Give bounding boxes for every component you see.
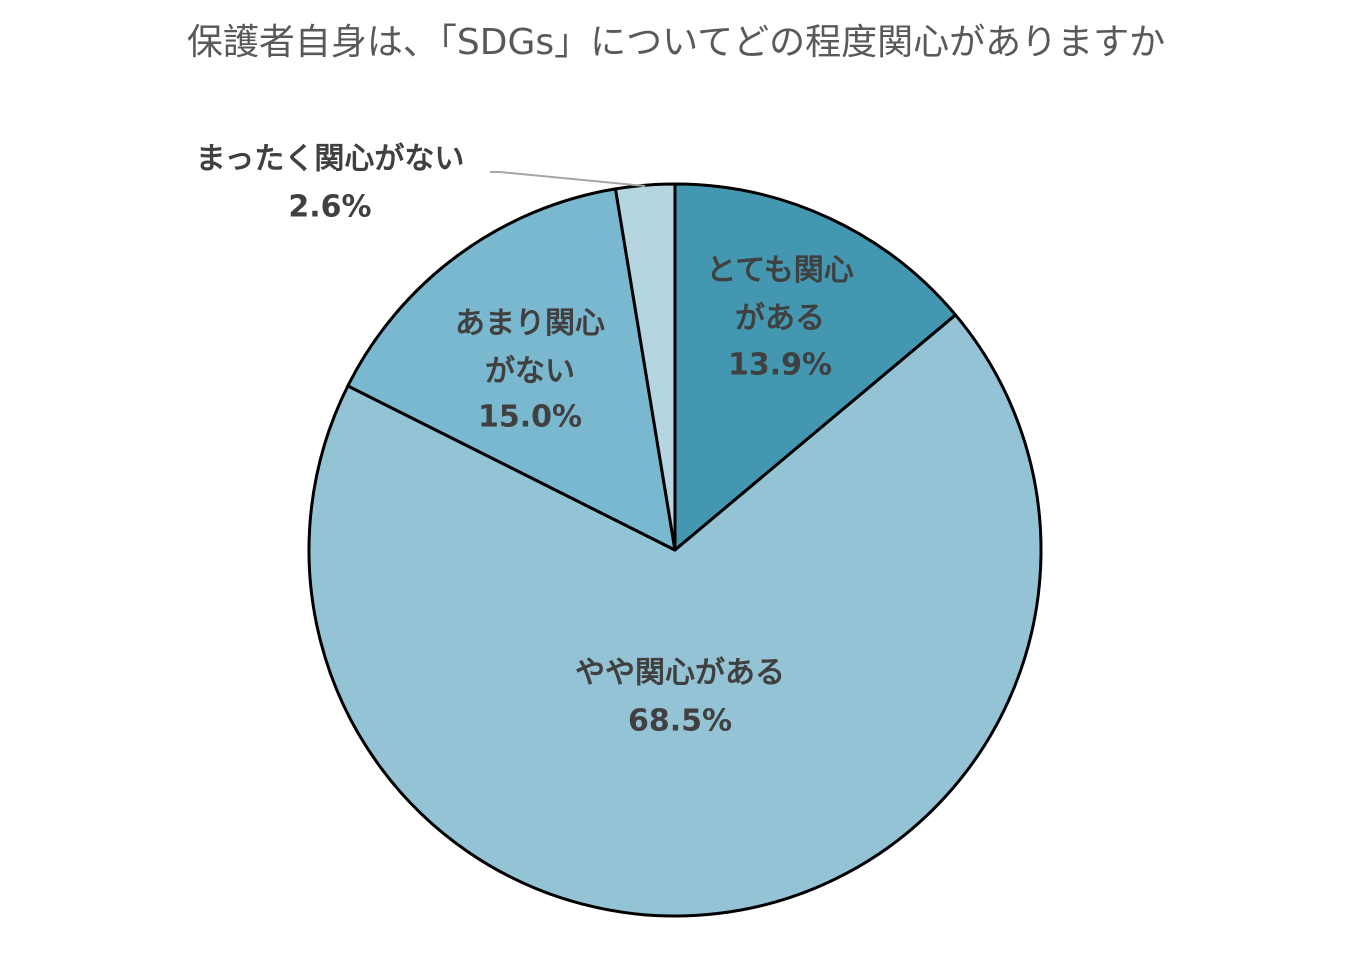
slice-label: あまり関心がない (455, 306, 605, 389)
chart-title: 保護者自身は、「SDGs」についてどの程度関心がありますか (187, 22, 1165, 63)
pie-slice (346, 187, 677, 552)
pie-slice (673, 182, 958, 552)
pie-slice (613, 182, 677, 552)
slice-label: まったく関心がない (196, 142, 465, 177)
slice-label: やや関心がある (575, 656, 785, 691)
value-label: 13.9% (728, 348, 832, 383)
value-label: 15.0% (478, 400, 582, 435)
pie-slice (307, 313, 1043, 918)
value-label: 2.6% (288, 190, 371, 225)
leader-line (490, 171, 646, 187)
slice-label: とても関心がある (706, 253, 854, 336)
value-label: 68.5% (628, 704, 732, 739)
